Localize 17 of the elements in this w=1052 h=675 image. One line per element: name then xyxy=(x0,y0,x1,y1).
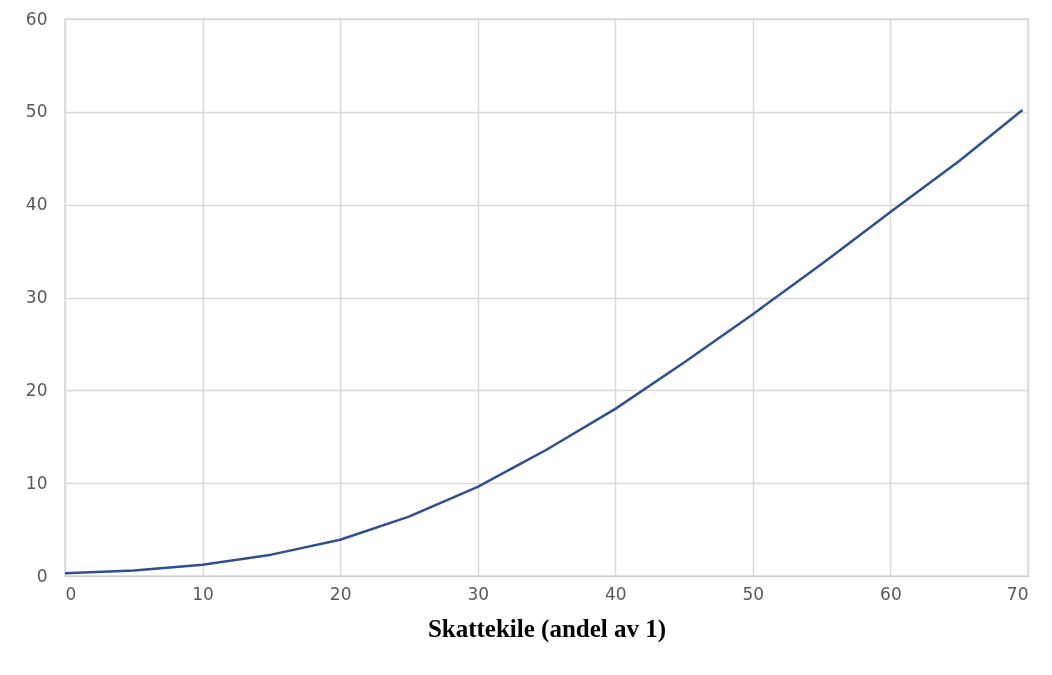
y-tick-label: 50 xyxy=(25,101,48,122)
y-tick-label: 60 xyxy=(25,8,48,29)
x-tick-label: 40 xyxy=(604,583,627,604)
x-tick-label: 50 xyxy=(742,583,765,604)
y-tick-label: 30 xyxy=(25,287,48,307)
x-tick-label: 70 xyxy=(1006,583,1029,604)
y-tick-label: 0 xyxy=(36,565,48,586)
x-tick-label: 10 xyxy=(192,583,214,604)
x-tick-label: 60 xyxy=(880,583,902,604)
x-axis-title: Skattekile (andel av 1) xyxy=(427,614,667,643)
y-tick-label: 10 xyxy=(25,472,48,493)
x-tick-label: 30 xyxy=(467,583,490,604)
x-tick-label: 0 xyxy=(65,583,77,604)
x-tick-label: 20 xyxy=(329,583,352,604)
y-tick-label: 40 xyxy=(25,194,48,215)
line-series xyxy=(63,108,1024,575)
y-tick-label: 20 xyxy=(25,379,48,400)
